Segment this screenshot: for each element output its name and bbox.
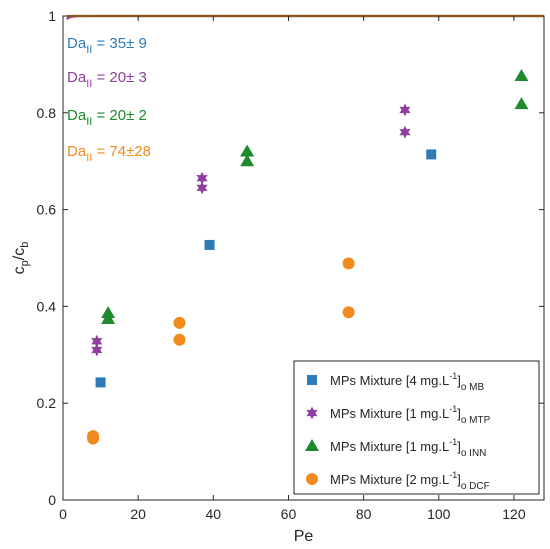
legend-text-sup: -1 <box>449 470 457 480</box>
legend-text-close: ] <box>457 439 461 454</box>
legend-text-sup: -1 <box>449 404 457 414</box>
data-point-triangle-2 <box>240 154 255 167</box>
da-annotation-1: DaII = 20± 3 <box>67 69 147 90</box>
da-label: Da <box>67 143 87 160</box>
da-value: = 74±28 <box>92 143 151 160</box>
data-point-star-4 <box>399 125 411 139</box>
da-value: = 35± 9 <box>92 35 147 52</box>
legend-label-0: MPs Mixture [4 mg.L-1]o MB <box>330 371 485 393</box>
data-point-triangle-3 <box>240 144 255 157</box>
da-subscript: II <box>86 152 92 164</box>
da-subscript: II <box>86 78 92 90</box>
data-point-square-2 <box>426 149 437 160</box>
legend-label-1: MPs Mixture [1 mg.L-1]o MTP <box>330 404 491 426</box>
data-point-star-2 <box>196 181 208 195</box>
legend-marker-square <box>307 375 317 385</box>
da-label: Da <box>67 69 87 86</box>
data-point-triangle-5 <box>514 69 529 82</box>
x-tick-label: 60 <box>281 506 297 522</box>
data-point-circle-2 <box>173 333 186 346</box>
da-value: = 20± 3 <box>92 69 147 86</box>
legend-text-main: MPs Mixture [4 mg.L <box>330 373 449 388</box>
data-point-circle-1 <box>87 430 100 443</box>
y-axis-label: cp/cb <box>11 242 31 275</box>
axes: 0 20 40 60 80 100 120 0 0.2 0.4 0.6 0.8 1 Pe cp/cb <box>11 8 545 545</box>
x-tick-label: 0 <box>59 506 67 522</box>
data-point-circle-3 <box>173 316 186 329</box>
data-point-star-0 <box>91 343 103 357</box>
da-annotation-2: DaII = 20± 2 <box>67 107 147 128</box>
x-tick-label: 20 <box>130 506 146 522</box>
da-label: Da <box>67 35 87 52</box>
da-label: Da <box>67 107 87 124</box>
data-point-circle-5 <box>342 257 355 270</box>
y-tick-label: 0.2 <box>37 395 57 411</box>
x-tick-label: 40 <box>206 506 222 522</box>
data-point-triangle-4 <box>514 97 529 110</box>
legend-text-sub: o MTP <box>461 415 491 426</box>
x-tick-label: 100 <box>427 506 451 522</box>
da-value: = 20± 2 <box>92 107 147 124</box>
y-label-slash: /c <box>11 248 28 260</box>
data-point-circle-4 <box>342 306 355 319</box>
data-point-star-1 <box>91 334 103 348</box>
legend-text-close: ] <box>457 472 461 487</box>
y-label-main: c <box>11 266 28 274</box>
legend-marker-star <box>306 406 318 420</box>
data-point-square-0 <box>95 377 106 388</box>
legend-text-sub: o MB <box>461 382 485 393</box>
legend-text-sub: o DCF <box>461 481 490 492</box>
x-tick-label: 80 <box>356 506 372 522</box>
legend-label-2: MPs Mixture [1 mg.L-1]o INN <box>330 437 486 459</box>
da-subscript: II <box>86 44 92 56</box>
legend-marker-triangle <box>305 439 319 451</box>
y-tick-label: 0.8 <box>37 105 57 121</box>
data-point-star-5 <box>399 103 411 117</box>
y-tick-label: 1 <box>48 8 56 24</box>
data-point-square-1 <box>204 239 215 250</box>
legend-text-sup: -1 <box>449 437 457 447</box>
y-tick-label: 0 <box>48 492 56 508</box>
da-annotation-0: DaII = 35± 9 <box>67 35 147 56</box>
x-axis-label: Pe <box>294 528 314 545</box>
legend-text-sub: o INN <box>461 448 487 459</box>
legend-label-3: MPs Mixture [2 mg.L-1]o DCF <box>330 470 490 492</box>
y-label-sub-b: b <box>19 242 31 248</box>
x-tick-label: 120 <box>502 506 526 522</box>
y-tick-label: 0.4 <box>37 298 57 314</box>
da-subscript: II <box>86 116 92 128</box>
legend-box <box>293 360 540 495</box>
y-label-sub-p: p <box>19 260 31 266</box>
legend-text-close: ] <box>457 406 461 421</box>
legend-text-main: MPs Mixture [1 mg.L <box>330 406 449 421</box>
legend-marker-circle <box>306 473 318 485</box>
legend-text-sup: -1 <box>449 371 457 381</box>
y-tick-label: 0.6 <box>37 202 57 218</box>
legend-text-main: MPs Mixture [2 mg.L <box>330 472 449 487</box>
da-annotation-3: DaII = 74±28 <box>67 143 151 164</box>
data-point-triangle-1 <box>101 306 116 319</box>
legend-text-close: ] <box>457 373 461 388</box>
data-point-star-3 <box>196 171 208 185</box>
plot-frame <box>62 15 545 501</box>
data-points <box>87 69 529 445</box>
legend-text-main: MPs Mixture [1 mg.L <box>330 439 449 454</box>
